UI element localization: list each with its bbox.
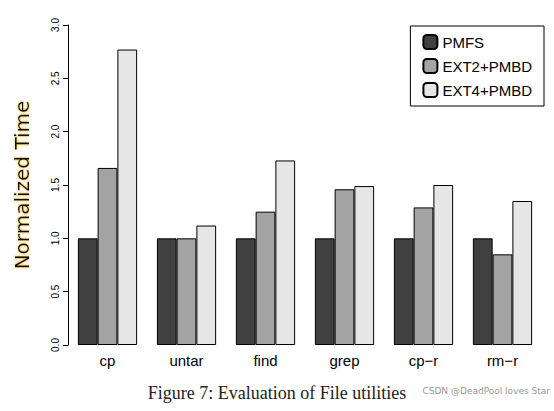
svg-text:0.5: 0.5	[50, 284, 61, 298]
svg-text:find: find	[253, 352, 277, 369]
svg-text:rm−r: rm−r	[487, 352, 518, 369]
svg-text:cp: cp	[100, 352, 116, 369]
svg-text:PMFS: PMFS	[442, 34, 484, 51]
svg-text:cp−r: cp−r	[409, 352, 439, 369]
svg-text:EXT4+PMBD: EXT4+PMBD	[442, 82, 532, 99]
svg-text:untar: untar	[169, 352, 203, 369]
svg-text:CSDN @DeadPool loves Star: CSDN @DeadPool loves Star	[422, 386, 550, 396]
svg-text:2.5: 2.5	[50, 71, 61, 85]
svg-text:1.5: 1.5	[50, 178, 61, 192]
svg-text:3.0: 3.0	[50, 18, 61, 32]
svg-text:Normalized Time: Normalized Time	[10, 101, 34, 270]
svg-text:grep: grep	[329, 352, 359, 369]
svg-text:2.0: 2.0	[50, 124, 61, 138]
svg-text:0.0: 0.0	[50, 338, 61, 352]
svg-text:EXT2+PMBD: EXT2+PMBD	[442, 58, 532, 75]
svg-text:1.0: 1.0	[50, 231, 61, 245]
svg-text:Figure 7: Evaluation of File u: Figure 7: Evaluation of File utilities	[148, 383, 406, 403]
